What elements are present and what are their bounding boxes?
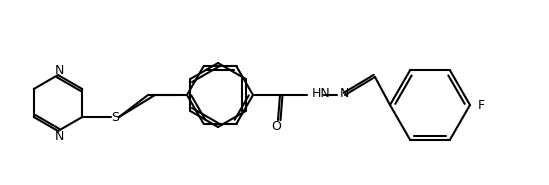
Text: HN: HN	[312, 87, 330, 100]
Text: N: N	[54, 63, 64, 77]
Text: N: N	[54, 130, 64, 142]
Text: O: O	[271, 120, 281, 132]
Text: S: S	[111, 110, 119, 124]
Text: F: F	[478, 98, 485, 112]
Text: N: N	[340, 87, 349, 100]
